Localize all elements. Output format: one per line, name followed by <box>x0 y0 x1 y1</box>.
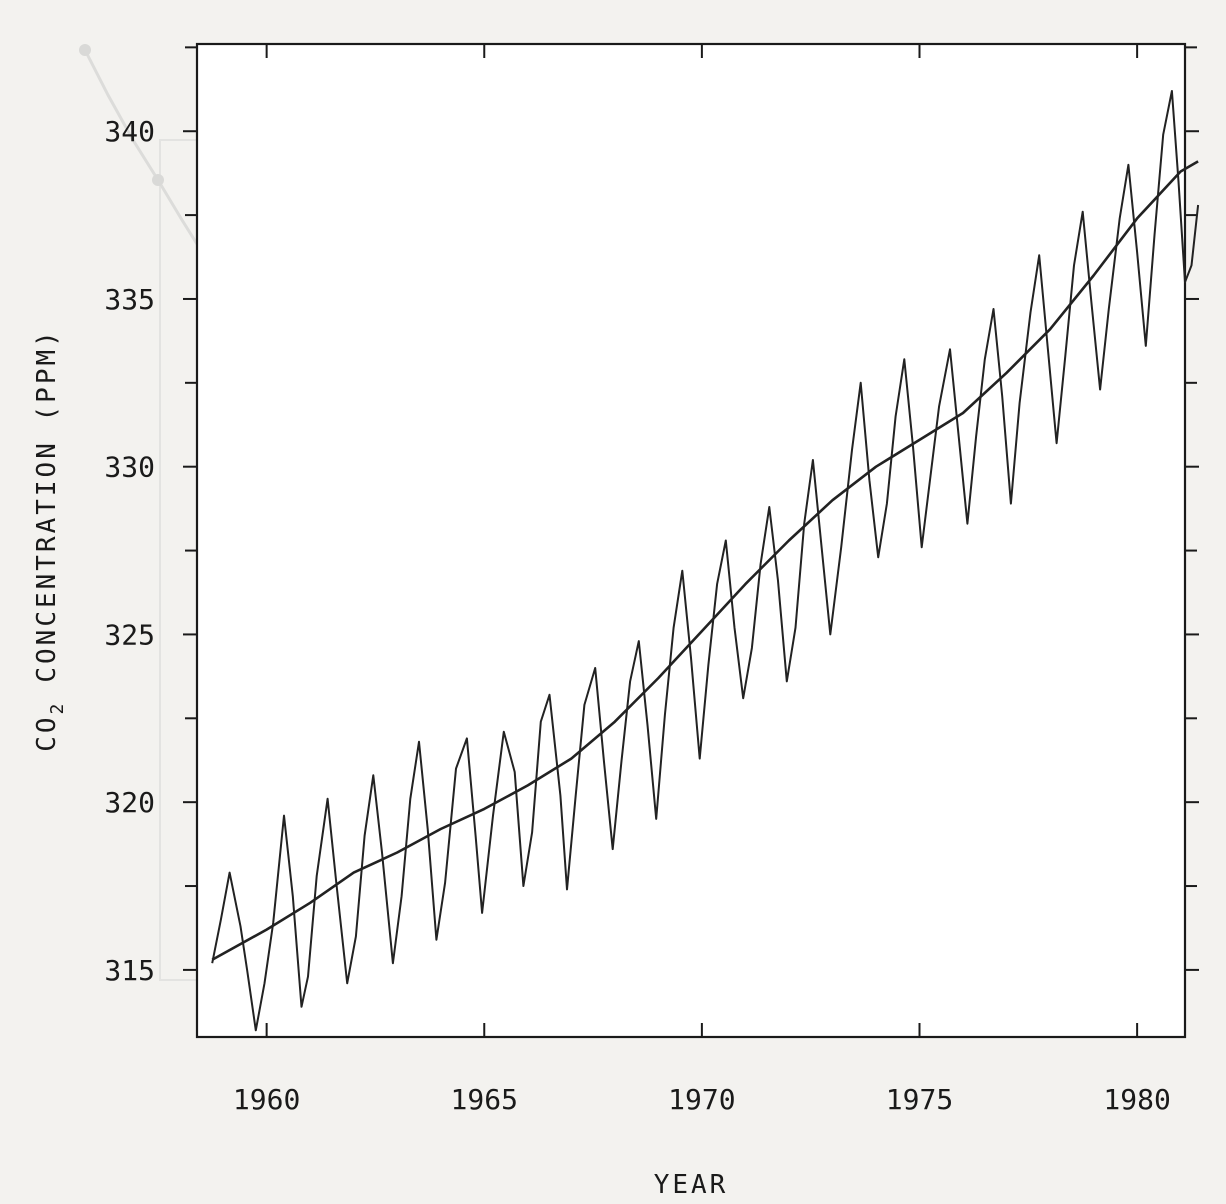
y-axis-title: CO2 CONCENTRATION (PPM) <box>32 328 68 752</box>
y-tick-label: 320 <box>104 786 155 819</box>
trend-line <box>211 160 1199 961</box>
x-tick-label: 1975 <box>886 1083 953 1116</box>
y-axis-title-rest: CONCENTRATION (PPM) <box>32 328 62 682</box>
y-axis-title-subscript: 2 <box>47 701 68 715</box>
plot-frame <box>195 42 1187 1039</box>
y-tick-label: 315 <box>104 954 155 987</box>
x-tick-label: 1965 <box>451 1083 518 1116</box>
x-tick-label: 1980 <box>1103 1083 1170 1116</box>
y-tick-label: 330 <box>104 451 155 484</box>
axis-tick-labels: 1960 1965 1970 1975 1980 315 320 325 330 335 340 <box>104 115 1170 1116</box>
x-axis-title: YEAR <box>654 1170 729 1200</box>
x-tick-label: 1960 <box>233 1083 300 1116</box>
y-tick-label: 325 <box>104 618 155 651</box>
axis-ticks <box>183 44 1199 1037</box>
y-tick-label: 340 <box>104 115 155 148</box>
monthly-co2-line <box>211 90 1200 1032</box>
y-axis-title-co: CO <box>32 714 62 751</box>
y-tick-label: 335 <box>104 283 155 316</box>
series-layer <box>211 90 1200 1032</box>
x-tick-label: 1970 <box>668 1083 735 1116</box>
